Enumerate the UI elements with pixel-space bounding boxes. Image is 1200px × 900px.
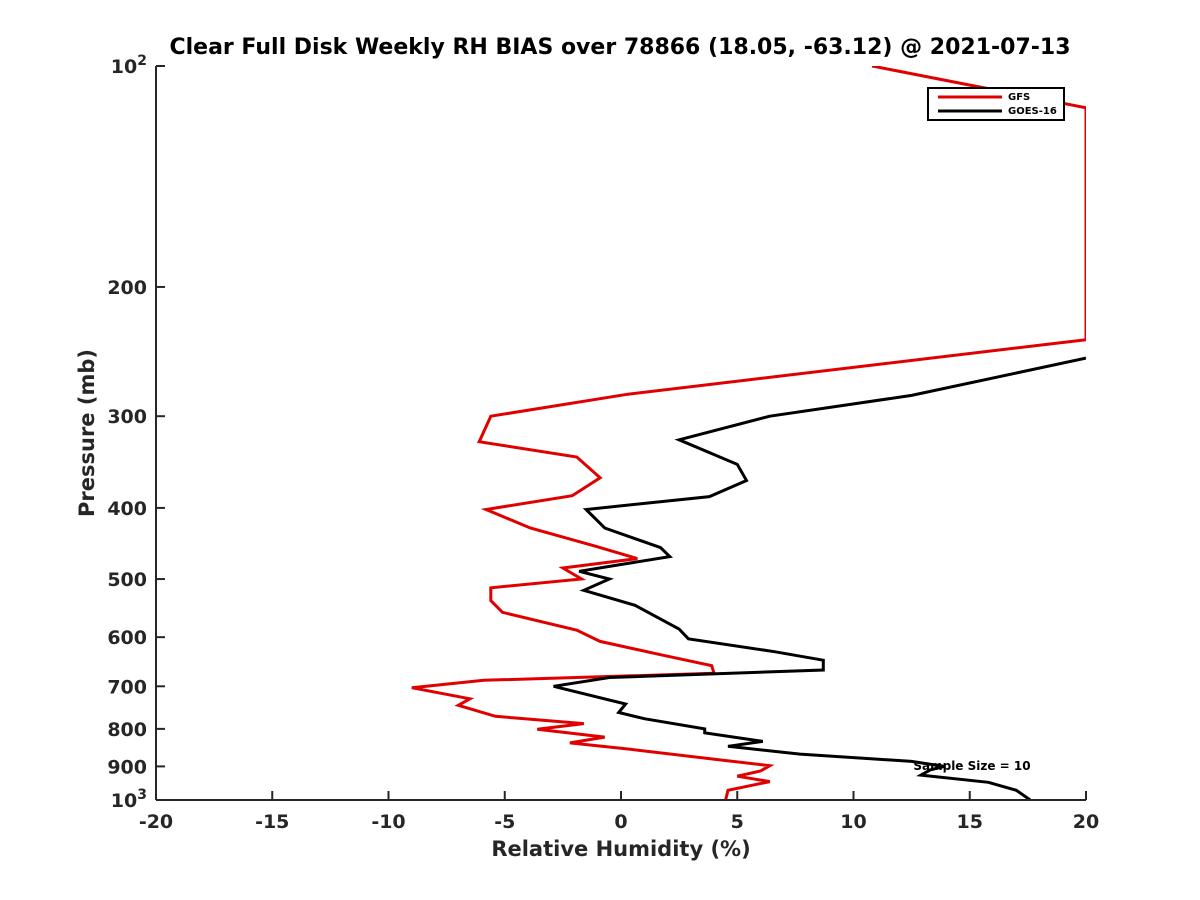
y-tick-label: 700 [107, 676, 147, 698]
y-tick-label: 103 [111, 787, 147, 812]
y-tick-label: 102 [111, 53, 147, 78]
y-tick-label: 900 [107, 756, 147, 778]
legend-label-gfs: GFS [1008, 92, 1030, 103]
y-tick-label: 800 [107, 719, 147, 741]
x-tick-label: -10 [371, 811, 405, 833]
sample-size-annotation: Sample Size = 10 [913, 759, 1030, 773]
x-tick-label: 15 [957, 811, 983, 833]
y-tick-label: 500 [107, 569, 147, 591]
y-axis-label: Pressure (mb) [75, 349, 99, 517]
x-tick-label: 10 [840, 811, 866, 833]
x-tick-label: -5 [494, 811, 515, 833]
y-tick-label: 200 [107, 277, 147, 299]
legend-label-goes16: GOES-16 [1008, 106, 1057, 117]
x-tick-label: 5 [731, 811, 744, 833]
x-tick-label: -15 [255, 811, 289, 833]
plot-area [156, 66, 1086, 800]
x-tick-label: 20 [1073, 811, 1099, 833]
x-tick-label: -20 [139, 811, 173, 833]
chart-title: Clear Full Disk Weekly RH BIAS over 7886… [169, 35, 1070, 60]
legend-box [927, 87, 1065, 121]
x-tick-label: 0 [614, 811, 627, 833]
y-tick-label: 400 [107, 498, 147, 520]
y-tick-label: 600 [107, 627, 147, 649]
x-axis-label: Relative Humidity (%) [491, 837, 750, 861]
series-line-goes16 [553, 356, 1086, 800]
series-line-gfs [411, 66, 1086, 800]
y-tick-label: 300 [107, 406, 147, 428]
legend: GFS GOES-16 [927, 87, 1065, 121]
